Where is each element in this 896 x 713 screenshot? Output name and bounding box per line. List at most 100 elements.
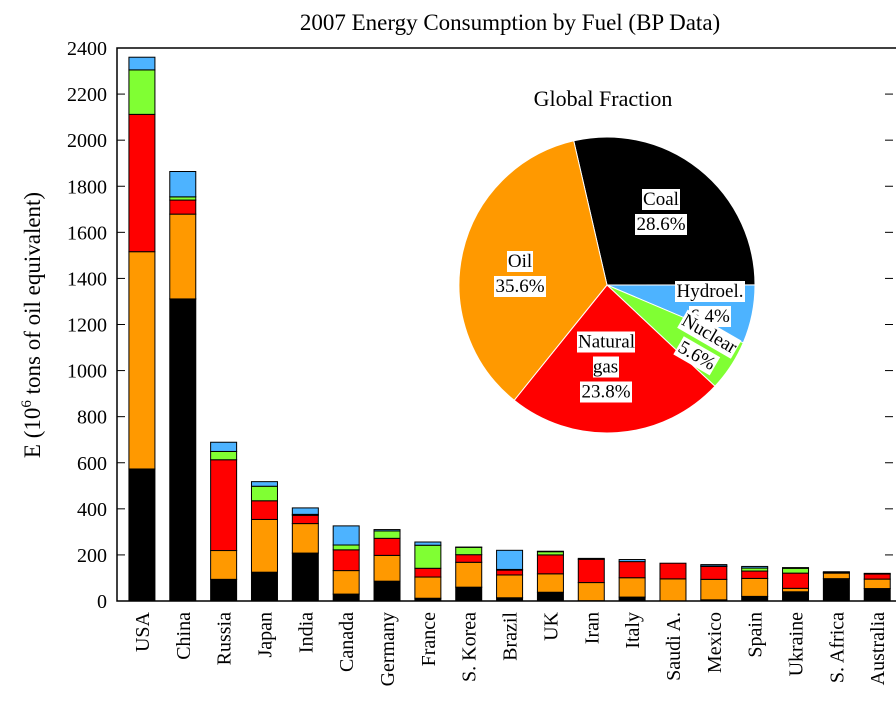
x-tick-label: Japan — [254, 612, 276, 658]
chart-title: 2007 Energy Consumption by Fuel (BP Data… — [300, 10, 720, 35]
x-tick-label: Saudi A. — [663, 612, 685, 681]
bar-segment — [782, 567, 810, 569]
bar-segment — [332, 570, 360, 595]
x-tick-label: Ukraine — [786, 612, 808, 677]
x-tick-label: S. Africa — [826, 612, 848, 683]
bar-segment — [822, 578, 850, 602]
pie-title: Global Fraction — [534, 86, 673, 111]
bar-segment — [741, 577, 769, 597]
bar-segment — [536, 591, 564, 602]
pie-label: Natural gas 23.8% — [570, 330, 642, 405]
y-tick-label: 1400 — [67, 268, 107, 290]
y-tick-label: 1800 — [67, 176, 107, 198]
pie-label: Hydroel. 6.4% — [674, 279, 746, 329]
bar-segment — [169, 298, 197, 602]
bar-segment — [782, 567, 810, 574]
bar-segment — [536, 554, 564, 575]
bar-segment — [782, 587, 810, 593]
bar-segment — [414, 541, 442, 546]
y-tick-label: 2200 — [67, 84, 107, 106]
slice-value: 35.6% — [494, 276, 546, 297]
bar-segment — [250, 571, 278, 602]
bar-segment — [414, 544, 442, 569]
y-tick-label: 0 — [97, 591, 107, 613]
y-tick-label: 1600 — [67, 222, 107, 244]
x-tick-label: S. Korea — [459, 612, 481, 682]
bar-segment — [863, 572, 891, 575]
x-tick-label: China — [173, 612, 195, 660]
bar-segment — [210, 450, 238, 461]
bar-segment — [414, 576, 442, 599]
bar-segment — [332, 525, 360, 546]
y-tick-label: 2400 — [67, 38, 107, 60]
bar-segment — [250, 481, 278, 487]
bar-segment — [782, 591, 810, 602]
bar-segment — [250, 518, 278, 573]
y-label-rest: tons of oil equivalent) — [20, 192, 45, 400]
bar-segment — [577, 558, 605, 584]
bar-segment — [618, 561, 646, 579]
bar-segment — [332, 544, 360, 551]
bar-segment — [577, 582, 605, 602]
bar-segment — [822, 572, 850, 580]
bar-segment — [782, 572, 810, 589]
bar-segment — [496, 569, 524, 576]
bar-segment — [496, 549, 524, 570]
bar-segment — [618, 577, 646, 598]
bar-segment — [455, 561, 483, 588]
y-tick-label: 200 — [77, 545, 107, 567]
bar-segment — [659, 578, 687, 602]
bar-segment — [373, 530, 401, 539]
bar-segment — [863, 573, 891, 580]
bar-segment — [700, 564, 728, 567]
x-tick-label: Russia — [214, 612, 236, 665]
bar-segment — [169, 213, 197, 300]
bar-segment — [291, 514, 319, 525]
pie-label: Coal 28.6% — [625, 187, 697, 237]
bar-segment — [455, 586, 483, 602]
x-tick-label: Australia — [867, 612, 889, 685]
bar-segment — [291, 552, 319, 602]
y-tick-label: 800 — [77, 407, 107, 429]
bar-segment — [332, 593, 360, 602]
bar-segment — [373, 554, 401, 582]
x-tick-label: USA — [132, 611, 154, 652]
bar-segment — [210, 578, 238, 602]
bar-segment — [741, 570, 769, 579]
slice-name: Coal — [642, 189, 680, 210]
bar-segment — [455, 546, 483, 556]
bar-segment — [741, 565, 769, 569]
y-tick-label: 1200 — [67, 315, 107, 337]
slice-name: Oil — [506, 251, 534, 272]
x-tick-label: Germany — [377, 612, 399, 686]
pie-slice — [458, 140, 608, 401]
slice-value: 23.8% — [580, 381, 632, 403]
pie-slice — [573, 136, 756, 286]
bar-segment — [373, 537, 401, 556]
bar-segment — [128, 113, 156, 253]
x-tick-label: France — [418, 612, 440, 667]
bar-segment — [373, 580, 401, 602]
slice-value: 28.6% — [635, 214, 687, 235]
x-tick-label: Canada — [336, 612, 358, 672]
bar-segment — [169, 199, 197, 215]
bar-segment — [496, 574, 524, 599]
bar-segment — [169, 171, 197, 198]
y-tick-label: 600 — [77, 453, 107, 475]
slice-name: Hydroel. — [675, 281, 745, 302]
x-tick-label: India — [295, 612, 317, 653]
bar-segment — [128, 251, 156, 470]
bar-segment — [250, 485, 278, 502]
y-tick-label: 1000 — [67, 361, 107, 383]
bar-segment — [210, 441, 238, 452]
bar-segment — [659, 562, 687, 580]
bar-segment — [128, 56, 156, 71]
bar-segment — [210, 459, 238, 552]
bar-segment — [863, 578, 891, 590]
bar-segment — [455, 554, 483, 563]
bar-segment — [291, 507, 319, 515]
bar-segment — [822, 571, 850, 573]
bar-segment — [577, 557, 605, 560]
bar-segment — [863, 588, 891, 602]
